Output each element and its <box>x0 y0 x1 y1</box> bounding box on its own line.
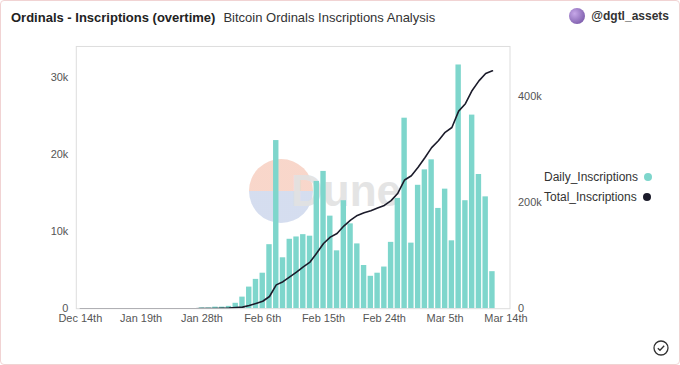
svg-text:Jan 28th: Jan 28th <box>181 312 223 324</box>
svg-text:Jan 19th: Jan 19th <box>120 312 162 324</box>
html-text:Dune: Dune <box>291 166 401 215</box>
svg-text:Feb 6th: Feb 6th <box>244 312 281 324</box>
html-text:Total_Inscriptions: Total_Inscriptions <box>544 190 637 204</box>
svg-text:Mar 14th: Mar 14th <box>484 312 527 324</box>
html-text:Bitcoin Ordinals Inscriptions: Bitcoin Ordinals Inscriptions Analysis <box>223 10 436 25</box>
svg-text:Feb 15th: Feb 15th <box>302 312 345 324</box>
svg-text:20k: 20k <box>51 148 69 160</box>
html-text:Daily_Inscriptions: Daily_Inscriptions <box>544 170 638 184</box>
html-text:@dgtl_assets: @dgtl_assets <box>591 9 669 23</box>
svg-text:Dec 14th: Dec 14th <box>58 312 102 324</box>
svg-text:200k: 200k <box>518 196 542 208</box>
html-text:Ordinals - Inscriptions (overt: Ordinals - Inscriptions (overtime) <box>11 10 216 25</box>
svg-text:10k: 10k <box>51 225 69 237</box>
svg-text:0: 0 <box>518 302 524 314</box>
svg-text:0: 0 <box>62 302 69 315</box>
svg-text:400k: 400k <box>518 90 542 102</box>
svg-text:Mar 5th: Mar 5th <box>427 312 464 324</box>
svg-text:30k: 30k <box>51 71 69 83</box>
svg-text:Feb 24th: Feb 24th <box>363 312 406 324</box>
